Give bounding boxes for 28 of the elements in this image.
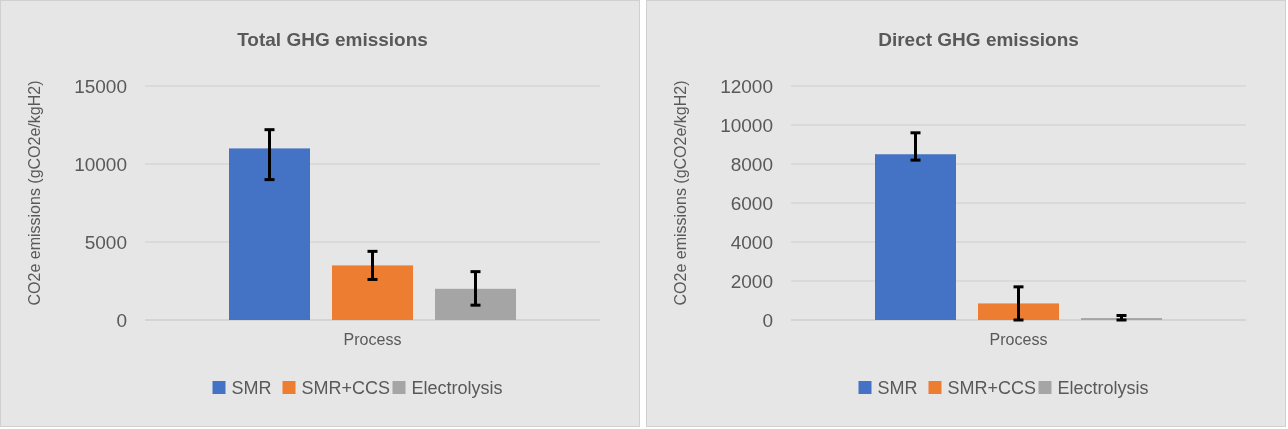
y-tick-label: 0 bbox=[116, 309, 127, 331]
y-axis-title: CO2e emissions (gCO2e/kgH2) bbox=[672, 80, 689, 306]
bar bbox=[229, 148, 310, 320]
y-tick-label: 15000 bbox=[74, 75, 127, 97]
legend-label: Electrolysis bbox=[1057, 378, 1149, 399]
y-tick-label: 10000 bbox=[74, 153, 127, 175]
y-tick-label: 5000 bbox=[84, 231, 127, 253]
y-tick-label: 6000 bbox=[730, 192, 773, 214]
y-tick-label: 8000 bbox=[730, 153, 773, 175]
bar bbox=[435, 288, 516, 320]
legend-label: SMR bbox=[231, 378, 272, 399]
y-tick-label: 4000 bbox=[730, 231, 773, 253]
x-axis-title: Process bbox=[989, 331, 1048, 348]
y-tick-label: 12000 bbox=[720, 75, 773, 97]
chart-title: Total GHG emissions bbox=[237, 29, 428, 50]
bar bbox=[978, 303, 1059, 320]
y-tick-label: 2000 bbox=[730, 270, 773, 292]
bar bbox=[875, 154, 956, 320]
y-tick-label: 0 bbox=[762, 309, 773, 331]
legend-label: Electrolysis bbox=[411, 378, 503, 399]
legend-label: SMR bbox=[877, 378, 918, 399]
legend-label: SMR+CCS bbox=[301, 378, 391, 399]
legend-label: SMR+CCS bbox=[947, 378, 1037, 399]
y-axis-title: CO2e emissions (gCO2e/kgH2) bbox=[26, 80, 43, 306]
bar bbox=[332, 265, 413, 320]
x-axis-title: Process bbox=[343, 331, 402, 348]
chart-title: Direct GHG emissions bbox=[878, 29, 1079, 50]
y-tick-label: 10000 bbox=[720, 114, 773, 136]
